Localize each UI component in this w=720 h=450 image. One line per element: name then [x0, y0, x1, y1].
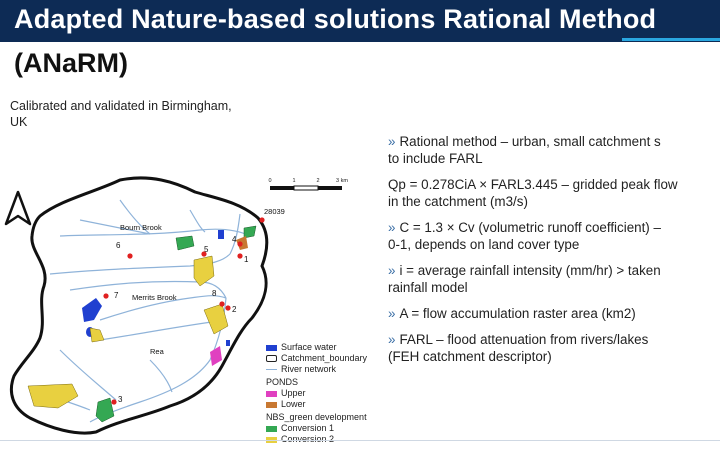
point-label: 7	[114, 291, 119, 300]
map-legend: Surface water Catchment_boundary River n…	[266, 342, 367, 445]
scale-tick-label: 0	[268, 178, 271, 184]
bullet-line: Rational method – urban, small catchment…	[399, 134, 661, 149]
conversion-1-areas	[95, 225, 257, 423]
point-label: 1	[244, 255, 249, 264]
legend-heading-ponds: PONDS	[266, 377, 299, 387]
legend-swatch	[266, 369, 277, 370]
chevron-icon: »	[388, 332, 396, 347]
chevron-icon: »	[388, 134, 396, 149]
footer-divider	[0, 440, 720, 441]
legend-swatch	[266, 401, 277, 408]
bullet-rational-method: » Rational method – urban, small catchmen…	[388, 133, 720, 167]
legend-item-lower: Lower	[266, 399, 367, 410]
bullet-line: (FEH catchment descriptor)	[388, 349, 552, 364]
north-arrow-icon	[4, 190, 32, 226]
bullet-list: » Rational method – urban, small catchmen…	[388, 133, 720, 374]
title-bar: Adapted Nature-based solutions Rational …	[0, 0, 720, 42]
legend-item-boundary: Catchment_boundary	[266, 353, 367, 364]
point-label: 8	[212, 289, 217, 298]
scale-tick-label: 1	[292, 178, 295, 184]
bullet-line: A = flow accumulation raster area (km2)	[399, 306, 636, 321]
bullet-line: in the catchment (m3/s)	[388, 194, 528, 209]
legend-swatch	[266, 436, 277, 443]
bullet-line: rainfall model	[388, 280, 468, 295]
chevron-icon: »	[388, 263, 396, 278]
map-label-rea: Rea	[150, 347, 165, 356]
map-caption: Calibrated and validated in Birmingham, …	[10, 98, 290, 130]
scale-tick-label: 3 km	[336, 178, 348, 184]
slide-title: Adapted Nature-based solutions Rational …	[14, 4, 657, 34]
map-label-bourn-brook: Bourn Brook	[120, 223, 162, 232]
legend-item-surface-water: Surface water	[266, 342, 367, 353]
bullet-farl: » FARL – flood attenuation from rivers/la…	[388, 331, 720, 365]
legend-swatch	[266, 344, 277, 351]
chevron-icon: »	[388, 306, 396, 321]
catchment-map-svg: 0 1 2 3 km	[4, 176, 348, 435]
legend-item-conversion-1: Conversion 1	[266, 423, 367, 434]
map-label-merrits-brook: Merrits Brook	[132, 293, 177, 302]
catchment-map: 0 1 2 3 km	[0, 170, 380, 440]
legend-swatch	[266, 425, 277, 432]
scale-bar: 0 1 2 3 km	[268, 178, 348, 191]
legend-swatch	[266, 355, 277, 362]
bullet-line: FARL – flood attenuation from rivers/lak…	[399, 332, 649, 347]
conversion-2-areas	[27, 255, 229, 409]
map-label-gauge: 28039	[264, 207, 285, 216]
bullet-c-coefficient: » C = 1.3 × Cv (volumetric runoff coeffic…	[388, 219, 720, 253]
bullet-line: Qp = 0.278CiA × FARL3.445 – gridded peak…	[388, 177, 678, 192]
bullet-line: i = average rainfall intensity (mm/hr) >…	[399, 263, 661, 278]
bullet-line: 0-1, depends on land cover type	[388, 237, 580, 252]
point-label: 6	[116, 241, 121, 250]
point-label: 2	[232, 305, 237, 314]
scale-tick-label: 2	[316, 178, 319, 184]
legend-swatch	[266, 390, 277, 397]
bullet-qp-formula: Qp = 0.278CiA × FARL3.445 – gridded peak…	[388, 176, 720, 210]
caption-line-1: Calibrated and validated in Birmingham,	[10, 99, 232, 113]
bullet-line: C = 1.3 × Cv (volumetric runoff coeffici…	[399, 220, 661, 235]
bullet-area: » A = flow accumulation raster area (km2)	[388, 305, 720, 322]
caption-line-2: UK	[10, 115, 28, 129]
point-label: 4	[232, 235, 237, 244]
title-accent-line	[622, 38, 720, 41]
legend-item-conversion-2: Conversion 2	[266, 434, 367, 445]
legend-heading-nbs: NBS_green development	[266, 412, 367, 422]
point-label: 5	[204, 245, 209, 254]
chevron-icon: »	[388, 220, 396, 235]
legend-item-river: River network	[266, 364, 367, 375]
bullet-rainfall-intensity: » i = average rainfall intensity (mm/hr) …	[388, 262, 720, 296]
bullet-line: to include FARL	[388, 151, 483, 166]
point-label: 3	[118, 395, 123, 404]
legend-item-upper: Upper	[266, 388, 367, 399]
outlet-points	[103, 217, 265, 405]
pond-upper	[210, 346, 222, 366]
slide-subtitle: (ANaRM)	[14, 48, 128, 78]
